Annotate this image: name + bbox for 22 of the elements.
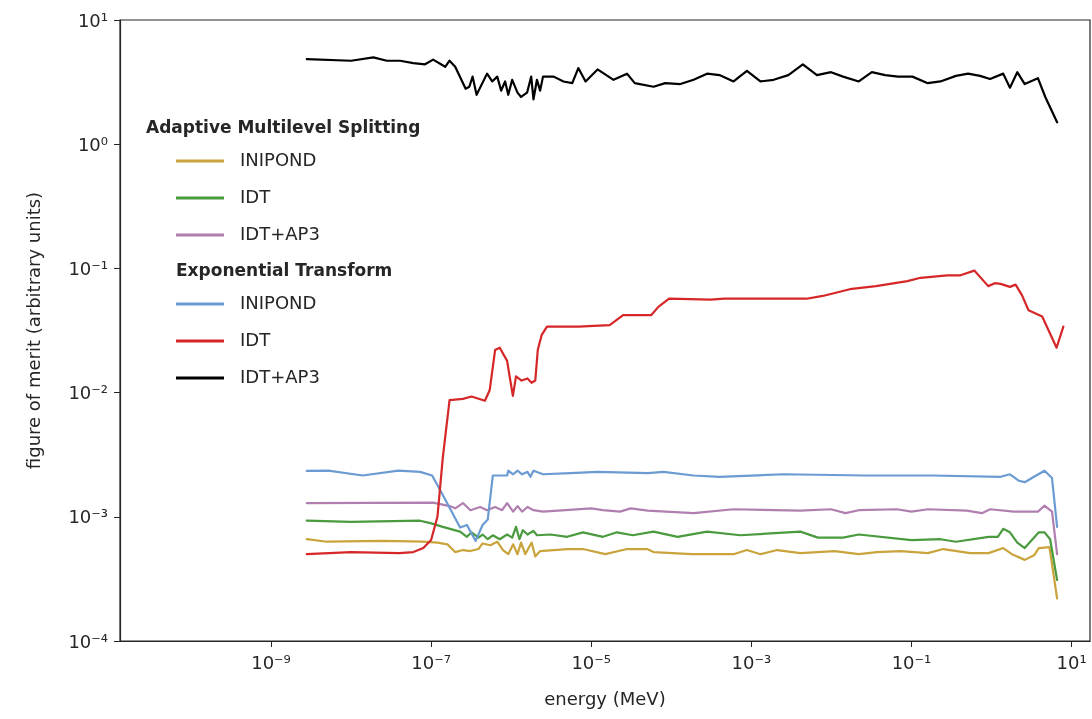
y-tick-label: 10⁻⁴ [68,630,108,652]
y-tick-label: 10⁻³ [68,506,108,528]
y-axis-title: figure of merit (arbitrary units) [22,191,44,470]
x-tick-label: 10⁻³ [731,651,772,673]
x-axis-title: energy (MeV) [544,687,666,709]
legend-label: INIPOND [240,148,317,170]
y-tick-label: 10¹ [77,9,108,31]
annotation: Adaptive Multilevel Splitting [146,116,421,137]
x-tick-label: 10⁻⁵ [571,651,612,673]
legend-label: IDT+AP3 [240,222,320,244]
legend-label: INIPOND [240,291,317,313]
legend-label: IDT [240,328,272,350]
y-tick-label: 10⁻² [68,382,108,404]
y-tick-label: 10⁻¹ [68,257,108,279]
x-tick-label: 10⁻⁷ [411,651,451,673]
y-tick-label: 10⁰ [77,133,108,155]
annotation: Exponential Transform [176,259,393,280]
legend-label: IDT [240,185,272,207]
x-tick-label: 10⁻⁹ [251,651,291,673]
x-tick-label: 10⁻¹ [891,651,932,673]
legend-label: IDT+AP3 [240,365,320,387]
x-tick-label: 10¹ [1056,651,1087,673]
